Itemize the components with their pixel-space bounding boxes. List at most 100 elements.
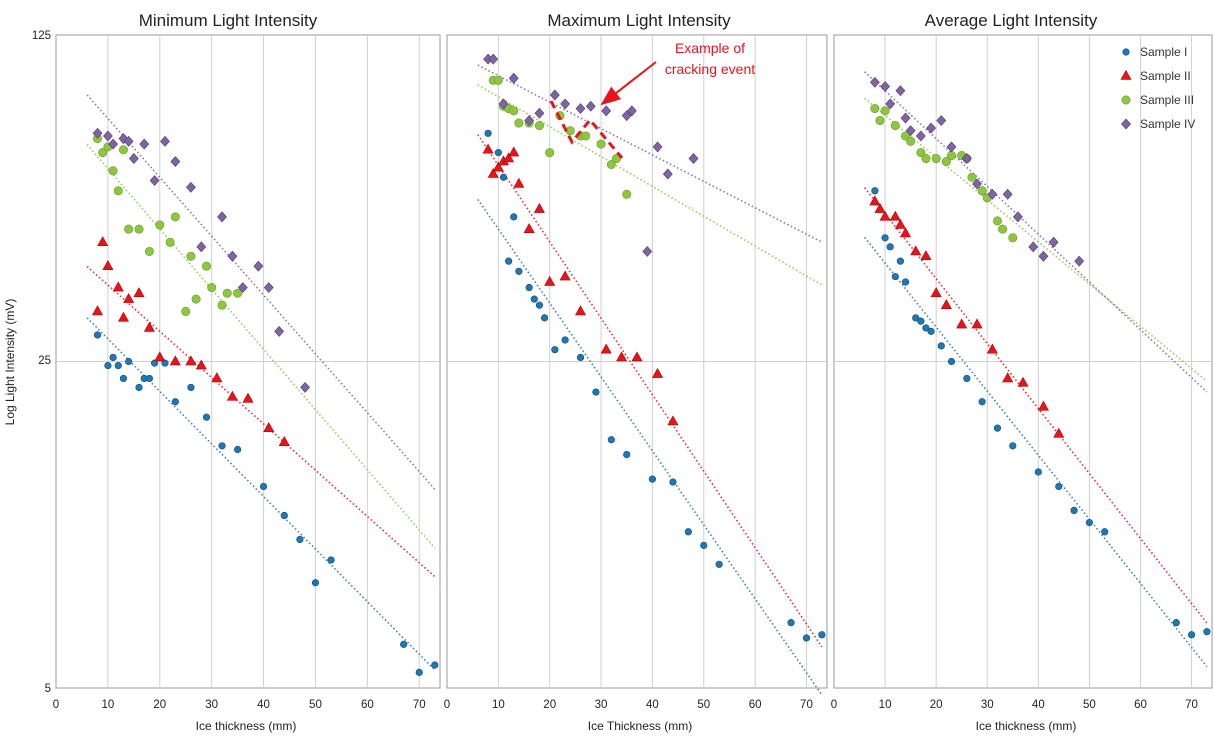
data-point-sample-i <box>530 295 538 303</box>
x-tick-label: 60 <box>749 699 762 711</box>
data-point-sample-ii <box>503 152 515 163</box>
data-point-sample-ii <box>112 281 124 292</box>
data-point-sample-iii <box>916 148 926 158</box>
annotation-line-2: cracking event <box>665 61 755 77</box>
data-point-sample-i <box>494 149 502 157</box>
data-point-sample-iii <box>201 261 211 271</box>
trendline-sample-i <box>477 199 823 696</box>
data-point-sample-i <box>104 361 112 370</box>
data-point-sample-iv <box>900 112 911 124</box>
data-point-sample-iii <box>108 166 118 176</box>
data-point-sample-ii <box>102 260 114 270</box>
data-point-sample-ii <box>133 287 145 298</box>
data-point-sample-iii <box>1121 95 1131 105</box>
data-point-sample-i <box>296 535 304 544</box>
x-axis-label: Ice thickness (mm) <box>976 719 1077 733</box>
legend-label: Sample IV <box>1140 117 1195 131</box>
trendlines <box>477 64 823 696</box>
data-point-sample-ii <box>1002 372 1014 383</box>
data-point-sample-ii <box>169 355 181 366</box>
data-point-sample-iii <box>186 251 196 261</box>
data-point-sample-i <box>963 374 971 383</box>
data-point-sample-i <box>119 374 128 383</box>
data-point-sample-iii <box>98 148 108 158</box>
data-point-sample-i <box>551 346 559 354</box>
x-tick-label: 40 <box>646 699 659 711</box>
data-point-sample-ii <box>1037 400 1049 411</box>
data-point-sample-iii <box>622 189 632 199</box>
panel-title: Minimum Light Intensity <box>139 11 318 30</box>
data-point-sample-iv <box>662 168 673 180</box>
data-point-sample-i <box>993 424 1002 432</box>
data-point-sample-iv <box>123 135 134 147</box>
data-point-sample-i <box>891 272 899 281</box>
x-tick-label: 70 <box>413 699 426 711</box>
trendline-sample-i <box>864 236 1208 668</box>
data-point-sample-iv <box>1028 241 1039 253</box>
data-point-sample-i <box>1085 518 1094 527</box>
trendline-sample-ii <box>477 134 823 648</box>
x-tick-label: 20 <box>543 699 556 711</box>
data-point-sample-iv <box>652 141 663 153</box>
trendline-sample-ii <box>864 187 1208 624</box>
y-axis-label: Log Light Intensity (mV) <box>3 299 17 426</box>
data-point-sample-i <box>161 359 169 367</box>
data-point-sample-iv <box>1038 250 1049 262</box>
data-point-sample-ii <box>487 167 499 178</box>
data-point-sample-iii <box>992 216 1002 226</box>
data-point-sample-iii <box>967 172 977 182</box>
data-point-sample-i <box>922 324 930 332</box>
x-tick-label: 10 <box>101 699 114 711</box>
x-tick-label: 30 <box>205 699 218 711</box>
data-point-sample-i <box>125 357 133 366</box>
data-point-sample-i <box>871 187 879 195</box>
data-point-sample-i <box>592 388 600 396</box>
data-point-sample-ii <box>278 436 290 446</box>
data-point-sample-iv <box>128 153 139 164</box>
x-tick-label: 10 <box>879 699 892 711</box>
data-point-sample-iii <box>977 186 987 196</box>
data-point-sample-i <box>1055 482 1063 491</box>
data-point-sample-i <box>540 314 549 322</box>
data-point-sample-iv <box>253 260 264 272</box>
x-tick-label: 0 <box>53 699 59 711</box>
data-point-sample-i <box>937 342 945 350</box>
data-point-sample-iv <box>149 175 160 186</box>
data-point-sample-ii <box>631 351 643 362</box>
data-point-sample-ii <box>492 161 504 172</box>
data-point-sample-iii <box>181 306 191 316</box>
data-point-sample-iv <box>869 76 880 88</box>
data-point-sample-ii <box>123 293 135 303</box>
data-point-sample-i <box>505 257 513 265</box>
data-point-sample-iv <box>196 241 207 253</box>
data-point-sample-iii <box>217 300 227 310</box>
data-point-sample-i <box>1187 631 1196 639</box>
data-point-sample-iv <box>1074 255 1085 267</box>
data-point-sample-iv <box>139 138 150 150</box>
data-point-sample-iv <box>885 98 896 110</box>
data-point-sample-iv <box>524 115 535 126</box>
data-point-sample-i <box>484 129 492 137</box>
panel-average-light-intensity: 0 10 20 30 40 50 60 70 Average Light Intensity … <box>831 11 1213 733</box>
data-point-sample-i <box>311 579 320 587</box>
data-point-sample-i <box>525 283 533 292</box>
data-point-sample-iv <box>549 89 560 101</box>
data-point-sample-iv <box>274 325 285 337</box>
legend-label: Sample I <box>1140 45 1187 59</box>
data-point-sample-iv <box>946 141 957 153</box>
x-tick-labels: 0 10 20 30 40 50 60 70 <box>444 699 813 711</box>
data-point-sample-i <box>1203 628 1211 636</box>
data-point-sample-iv <box>186 181 196 193</box>
data-point-sample-iv <box>880 80 890 92</box>
data-point-sample-iii <box>880 106 890 116</box>
data-point-sample-i <box>400 640 408 648</box>
x-tick-label: 20 <box>930 699 943 711</box>
data-point-sample-i <box>607 436 615 444</box>
data-point-sample-ii <box>1120 69 1132 80</box>
data-point-sample-iii <box>870 104 880 114</box>
data-point-sample-iv <box>102 130 113 142</box>
data-point-sample-iv <box>626 105 637 117</box>
data-point-sample-i <box>623 450 631 459</box>
data-point-sample-i <box>787 619 795 627</box>
data-point-sample-ii <box>575 305 587 316</box>
